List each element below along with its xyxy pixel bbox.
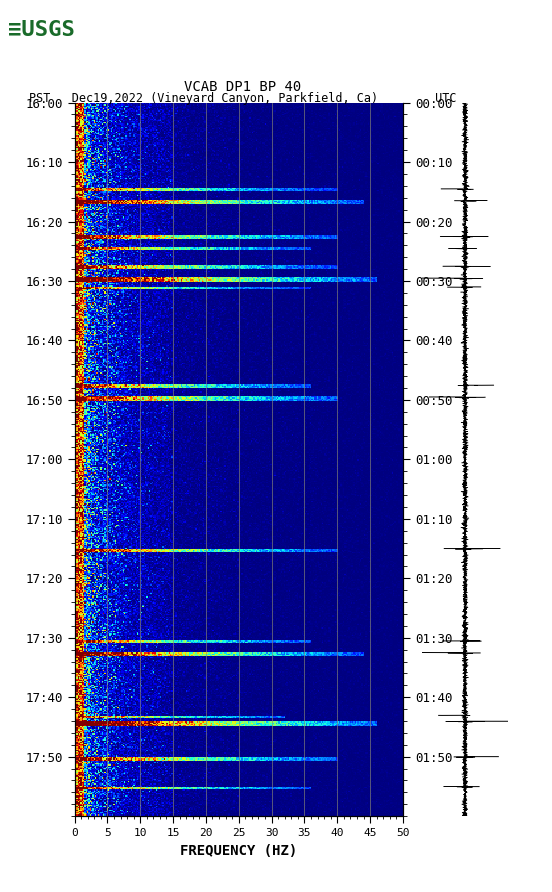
Text: PST   Dec19,2022 (Vineyard Canyon, Parkfield, Ca)        UTC: PST Dec19,2022 (Vineyard Canyon, Parkfie… [29, 92, 457, 105]
Text: VCAB DP1 BP 40: VCAB DP1 BP 40 [184, 79, 301, 94]
Text: ≡USGS: ≡USGS [8, 20, 75, 39]
X-axis label: FREQUENCY (HZ): FREQUENCY (HZ) [180, 844, 298, 857]
